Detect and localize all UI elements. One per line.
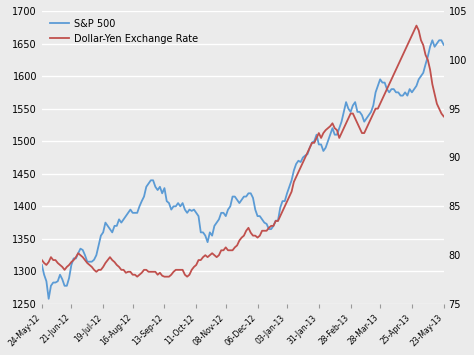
Dollar-Yen Exchange Rate	[134, 274, 140, 279]
S&P 500	[107, 227, 113, 231]
Dollar-Yen Exchange Rate	[105, 258, 110, 262]
Legend: S&P 500, Dollar-Yen Exchange Rate: S&P 500, Dollar-Yen Exchange Rate	[47, 16, 201, 47]
Dollar-Yen Exchange Rate	[239, 235, 245, 240]
S&P 500	[39, 263, 45, 267]
Dollar-Yen Exchange Rate	[420, 43, 426, 47]
Dollar-Yen Exchange Rate	[414, 23, 419, 28]
S&P 500	[239, 198, 245, 202]
S&P 500	[182, 207, 188, 212]
Line: Dollar-Yen Exchange Rate: Dollar-Yen Exchange Rate	[42, 26, 444, 277]
S&P 500	[429, 38, 435, 42]
Dollar-Yen Exchange Rate	[182, 273, 188, 277]
Dollar-Yen Exchange Rate	[39, 258, 45, 262]
S&P 500	[366, 113, 372, 117]
S&P 500	[418, 74, 424, 78]
S&P 500	[441, 43, 447, 47]
Line: S&P 500: S&P 500	[42, 40, 444, 299]
Dollar-Yen Exchange Rate	[314, 136, 319, 140]
Dollar-Yen Exchange Rate	[366, 121, 372, 125]
Dollar-Yen Exchange Rate	[441, 114, 447, 119]
S&P 500	[46, 297, 52, 301]
S&P 500	[314, 132, 319, 137]
